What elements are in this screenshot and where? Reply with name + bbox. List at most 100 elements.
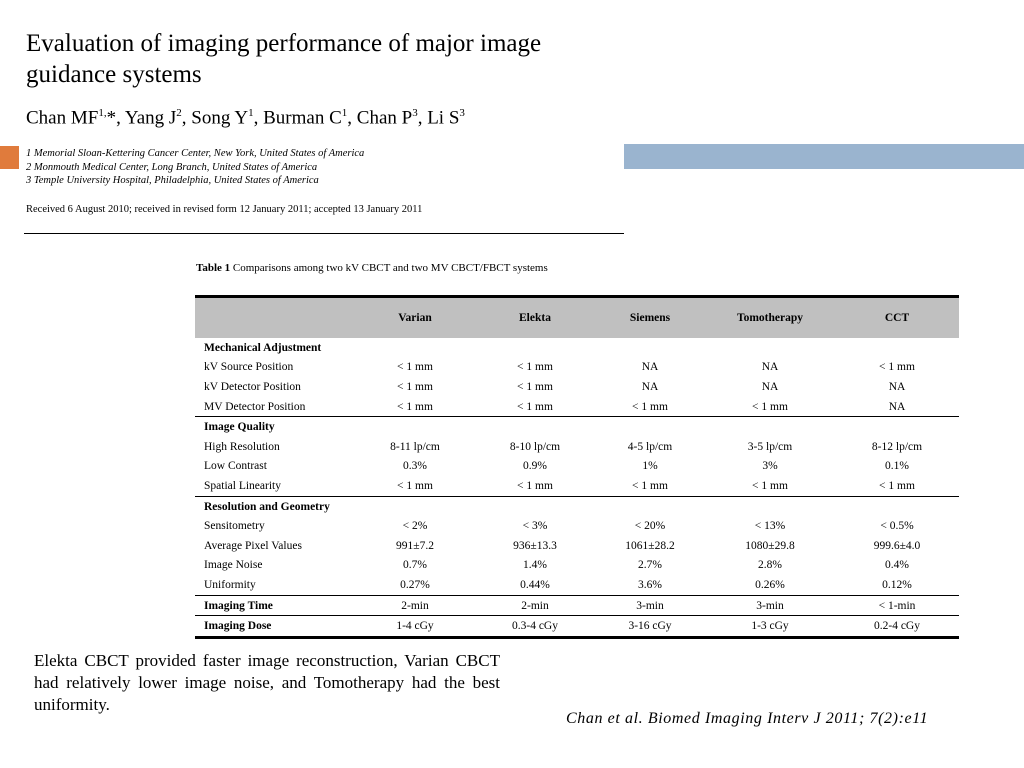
comparison-table-container: Varian Elekta Siemens Tomotherapy CCT Mechan… <box>195 295 959 639</box>
table-cell: 1061±28.2 <box>625 539 675 552</box>
author-separator: , <box>181 107 192 129</box>
author-name: Li S <box>427 107 460 129</box>
affiliation-line: 3 Temple University Hospital, Philadelph… <box>26 175 319 186</box>
header-divider <box>24 233 624 234</box>
table-cell: 3-5 lp/cm <box>747 440 793 453</box>
row-label: Spatial Linearity <box>204 479 281 492</box>
author-name: Yang J <box>124 107 177 129</box>
table-cell: 8-11 lp/cm <box>390 440 440 453</box>
comparison-table: Varian Elekta Siemens Tomotherapy CCT Mechan… <box>195 295 959 639</box>
table-cell: 999.6±4.0 <box>873 539 921 552</box>
table-cell: < 1 mm <box>517 380 553 393</box>
author-affiliation-mark: 3 <box>459 107 465 119</box>
table-cell <box>595 338 705 358</box>
table-cell: 936±13.3 <box>513 539 557 552</box>
table-cell: < 20% <box>634 520 666 533</box>
table-cell <box>355 495 475 517</box>
received-dates: Received 6 August 2010; received in revi… <box>26 204 423 215</box>
table-cell <box>835 338 959 358</box>
table-cell: 0.1% <box>885 460 909 473</box>
author-affiliation-mark: 2 <box>176 107 182 119</box>
table-cell: 3-min <box>705 594 835 616</box>
table-cell: 4-5 lp/cm <box>627 440 673 453</box>
author-affiliation-mark: 1, <box>98 107 107 119</box>
row-label: Sensitometry <box>204 520 265 533</box>
table-cell: 0.4% <box>885 559 909 572</box>
table-cell: 3.6% <box>638 578 662 591</box>
orange-accent-bar <box>0 146 19 169</box>
table-cell: 1% <box>642 460 658 473</box>
table-cell: 2.7% <box>638 559 662 572</box>
table-cell: 0.3-4 cGy <box>475 615 595 639</box>
table-cell: < 1 mm <box>397 361 433 374</box>
table-cell: 2-min <box>475 594 595 616</box>
table-cell <box>835 495 959 517</box>
table-cell <box>355 338 475 358</box>
row-label: kV Detector Position <box>204 380 301 393</box>
row-label: Low Contrast <box>204 460 267 473</box>
author-name: Burman C <box>263 107 342 129</box>
table-cell: 0.44% <box>520 578 550 591</box>
table-row: Uniformity 0.27% 0.44% 3.6% 0.26% 0.12% <box>195 575 959 595</box>
table-cell: < 1 mm <box>517 361 553 374</box>
author-separator: , <box>347 107 357 129</box>
author-name: Song Y <box>191 107 249 129</box>
table-cell: < 1 mm <box>879 479 915 492</box>
row-label: kV Source Position <box>204 361 294 374</box>
table-cell: 1-4 cGy <box>355 615 475 639</box>
table-cell: < 1 mm <box>397 380 433 393</box>
author-list: Chan MF1,*, Yang J2, Song Y1, Burman C1,… <box>26 107 465 129</box>
column-header: CCT <box>835 295 959 338</box>
affiliation-list: 1 Memorial Sloan-Kettering Cancer Center… <box>26 147 364 188</box>
column-header: Siemens <box>595 295 705 338</box>
author-separator: , <box>417 107 428 129</box>
paper-title: Evaluation of imaging performance of maj… <box>26 30 542 88</box>
table-row: Imaging Dose 1-4 cGy 0.3-4 cGy 3-16 cGy 1-3 … <box>195 615 959 639</box>
table-cell: < 1 mm <box>397 400 433 413</box>
table-cell: 1080±29.8 <box>745 539 795 552</box>
table-caption-text: Comparisons among two kV CBCT and two MV… <box>230 262 548 274</box>
table-cell: < 3% <box>522 520 548 533</box>
table-cell: 8-12 lp/cm <box>871 440 923 453</box>
table-cell: 3-16 cGy <box>595 615 705 639</box>
table-cell: 0.9% <box>523 460 547 473</box>
row-label: Uniformity <box>204 578 256 591</box>
table-cell: 0.3% <box>403 460 427 473</box>
row-label: Average Pixel Values <box>204 539 302 552</box>
table-row: Average Pixel Values 991±7.2 936±13.3 1061±… <box>195 536 959 556</box>
table-cell: < 1 mm <box>752 479 788 492</box>
table-cell <box>595 495 705 517</box>
row-label: Imaging Time <box>195 594 355 616</box>
table-cell <box>705 416 835 437</box>
affiliation-line: 1 Memorial Sloan-Kettering Cancer Center… <box>26 148 365 159</box>
row-label: MV Detector Position <box>204 400 306 413</box>
table-cell <box>705 338 835 358</box>
table-cell <box>835 416 959 437</box>
table-cell: 2-min <box>355 594 475 616</box>
table-cell: < 1 mm <box>752 400 788 413</box>
table-header-row: Varian Elekta Siemens Tomotherapy CCT <box>195 295 959 338</box>
table-cell: < 1 mm <box>517 400 553 413</box>
column-header: Elekta <box>475 295 595 338</box>
table-row: Spatial Linearity < 1 mm < 1 mm < 1 mm < 1 m… <box>195 476 959 496</box>
table-cell: NA <box>641 380 659 393</box>
table-cell <box>475 416 595 437</box>
table-cell <box>475 338 595 358</box>
blue-accent-bar <box>624 144 1024 169</box>
table-cell: < 1 mm <box>632 479 668 492</box>
table-cell: 1-3 cGy <box>705 615 835 639</box>
row-label: Mechanical Adjustment <box>204 341 322 354</box>
table-cell: 3% <box>762 460 778 473</box>
row-label: Image Noise <box>204 559 263 572</box>
table-row: High Resolution 8-11 lp/cm 8-10 lp/cm 4-5 l… <box>195 437 959 457</box>
author-name: Chan P <box>356 107 413 129</box>
table-cell: < 0.5% <box>880 520 914 533</box>
table-cell <box>595 416 705 437</box>
table-cell: 0.7% <box>403 559 427 572</box>
row-label: Resolution and Geometry <box>195 495 355 517</box>
table-cell: 1.4% <box>523 559 547 572</box>
author-affiliation-mark: 3 <box>412 107 418 119</box>
table-row: Low Contrast 0.3% 0.9% 1% 3% 0.1% <box>195 457 959 477</box>
table-cell: 2.8% <box>758 559 782 572</box>
table-row: kV Detector Position < 1 mm < 1 mm NA NA NA <box>195 377 959 397</box>
